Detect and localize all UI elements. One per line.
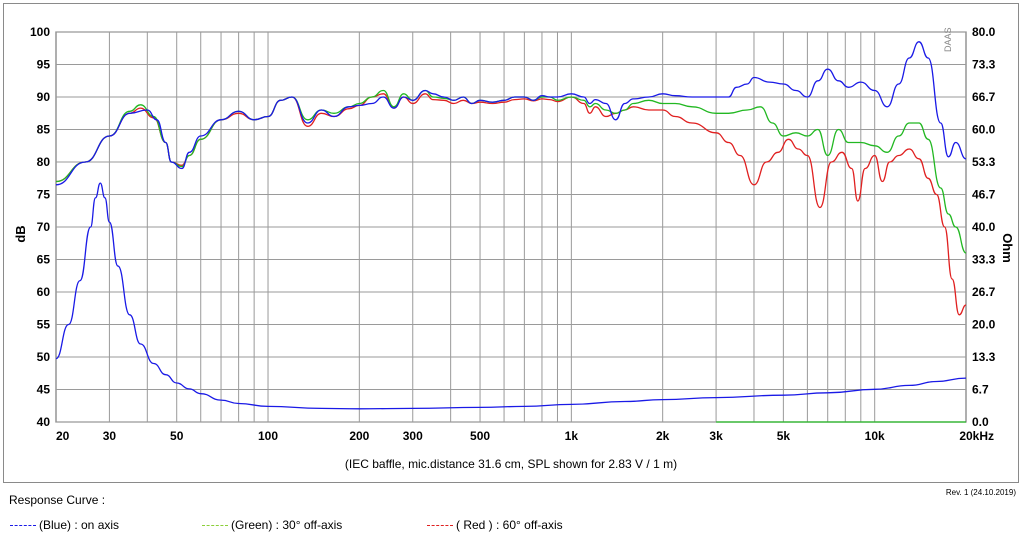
legend-item-red: ( Red ) : 60° off-axis [427,518,563,532]
x-tick-label: 5k [777,429,791,443]
y-tick-label: 45 [37,383,51,397]
legend-swatch-red [427,525,453,527]
y-tick-label: 60 [37,285,51,299]
chart-note: (IEC baffle, mic.distance 31.6 cm, SPL s… [345,457,677,471]
x-tick-label: 10k [865,429,885,443]
series-on-axis [55,41,967,186]
y2-tick-label: 0.0 [972,415,989,429]
y-tick-label: 80 [37,155,51,169]
y-tick-label: 65 [37,253,51,267]
frequency-response-chart: 40 45 50 55 60 65 70 75 80 85 90 95 100 0.0 6.7 13.3 20.… [13,25,1015,471]
x-tick-label: 300 [403,429,423,443]
legend-label-blue: (Blue) : on axis [39,518,120,532]
y2-axis-label: Ohm [1000,233,1015,263]
x-tick-label: 50 [170,429,184,443]
legend-label-red: ( Red ) : 60° off-axis [456,518,563,532]
chart-frame: 40 45 50 55 60 65 70 75 80 85 90 95 100 0.0 6.7 13.3 20.… [3,3,1019,483]
watermark: DAAS [943,27,953,52]
x-tick-label: 500 [470,429,490,443]
y-axis-label: dB [13,225,28,242]
y-tick-label: 95 [37,58,51,72]
y2-tick-label: 33.3 [972,253,996,267]
y2-tick-label: 53.3 [972,155,996,169]
x-tick-label: 30 [103,429,117,443]
legend-label-green: (Green) : 30° off-axis [231,518,343,532]
series-impedance [55,182,967,410]
series-30-off-axis [55,89,967,254]
tick-labels: 40 45 50 55 60 65 70 75 80 85 90 95 100 0.0 6.7 13.3 20.… [30,25,996,443]
y2-tick-label: 6.7 [972,383,989,397]
revision-label: Rev. 1 (24.10.2019) [945,488,1016,497]
y2-tick-label: 20.0 [972,318,996,332]
y-tick-label: 90 [37,90,51,104]
legend-title: Response Curve : [9,493,106,507]
y-tick-label: 50 [37,350,51,364]
y2-tick-label: 80.0 [972,25,996,39]
y2-tick-label: 60.0 [972,123,996,137]
x-tick-label: 3k [709,429,723,443]
legend-item-green: (Green) : 30° off-axis [202,518,342,532]
x-tick-label: 1k [565,429,579,443]
legend-swatch-green [202,525,228,527]
y2-tick-label: 73.3 [972,58,996,72]
x-tick-label: 200 [349,429,369,443]
grid [55,31,967,423]
y2-tick-label: 66.7 [972,90,996,104]
x-tick-label: 100 [258,429,278,443]
y-tick-label: 75 [37,188,51,202]
legend-swatch-blue [10,525,36,527]
x-tick-label: 20 [56,429,70,443]
series-60-off-axis [55,93,967,316]
legend-item-blue: (Blue) : on axis [10,518,119,532]
y-tick-label: 100 [30,25,50,39]
y2-tick-label: 46.7 [972,188,996,202]
y2-tick-label: 13.3 [972,350,996,364]
curves [55,41,967,423]
y-tick-label: 55 [37,318,51,332]
y2-tick-label: 40.0 [972,220,996,234]
y-tick-label: 85 [37,123,51,137]
y-tick-label: 70 [37,220,51,234]
x-tick-label: 20kHz [959,429,994,443]
y-tick-label: 40 [37,415,51,429]
y2-tick-label: 26.7 [972,285,996,299]
x-tick-label: 2k [656,429,670,443]
